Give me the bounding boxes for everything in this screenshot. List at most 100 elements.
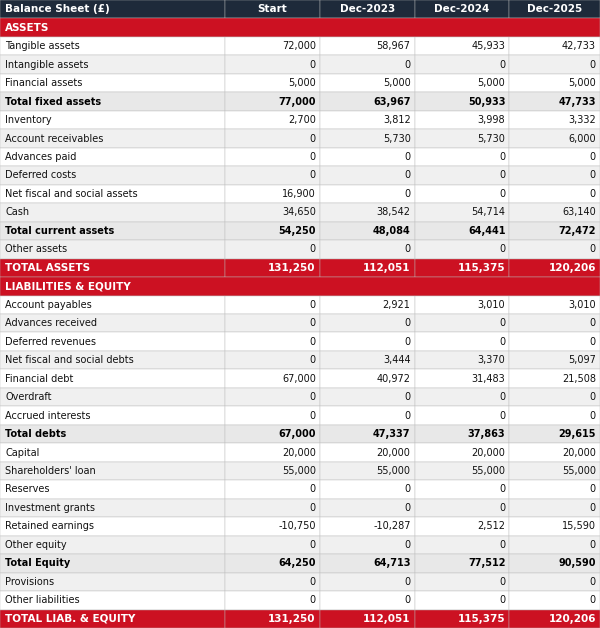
Text: 0: 0 [310, 392, 316, 402]
Text: Financial debt: Financial debt [5, 374, 73, 384]
Text: Dec-2023: Dec-2023 [340, 4, 395, 14]
Bar [509, 591, 600, 610]
Bar [509, 332, 600, 351]
Bar [509, 462, 600, 480]
Bar [320, 573, 415, 591]
Bar [415, 332, 509, 351]
Text: Deferred costs: Deferred costs [5, 170, 76, 180]
Text: 3,332: 3,332 [568, 115, 596, 125]
Text: ASSETS: ASSETS [5, 23, 49, 33]
Bar [415, 74, 509, 92]
Bar [0, 111, 225, 129]
Bar [320, 462, 415, 480]
Text: Advances received: Advances received [5, 318, 97, 328]
Bar [0, 499, 225, 517]
Bar [225, 480, 320, 499]
Bar [509, 203, 600, 222]
Bar [0, 92, 225, 111]
Text: 0: 0 [404, 540, 410, 550]
Text: 0: 0 [404, 244, 410, 254]
Text: 0: 0 [499, 577, 505, 587]
Bar [509, 296, 600, 314]
Text: 0: 0 [404, 337, 410, 347]
Text: Retained earnings: Retained earnings [5, 521, 94, 531]
Text: 0: 0 [590, 595, 596, 605]
Text: 0: 0 [590, 152, 596, 162]
Bar [509, 185, 600, 203]
Text: 0: 0 [590, 170, 596, 180]
Bar [225, 148, 320, 166]
Text: 131,250: 131,250 [268, 614, 316, 624]
Bar [225, 425, 320, 443]
Text: 2,700: 2,700 [288, 115, 316, 125]
Bar [320, 240, 415, 259]
Text: 16,900: 16,900 [282, 189, 316, 199]
Bar [415, 240, 509, 259]
Bar [320, 148, 415, 166]
Bar [225, 203, 320, 222]
Text: 0: 0 [499, 595, 505, 605]
Text: 5,097: 5,097 [568, 355, 596, 365]
Bar [509, 388, 600, 406]
Bar [0, 480, 225, 499]
Bar [415, 185, 509, 203]
Bar [0, 277, 600, 296]
Text: 0: 0 [404, 484, 410, 494]
Text: 67,000: 67,000 [278, 429, 316, 439]
Bar [225, 388, 320, 406]
Bar [225, 92, 320, 111]
Bar [415, 166, 509, 185]
Text: 0: 0 [404, 392, 410, 402]
Bar [225, 332, 320, 351]
Bar [320, 554, 415, 573]
Bar [0, 573, 225, 591]
Text: 115,375: 115,375 [458, 614, 505, 624]
Text: 5,000: 5,000 [288, 78, 316, 88]
Text: 0: 0 [310, 540, 316, 550]
Text: Other liabilities: Other liabilities [5, 595, 80, 605]
Text: 0: 0 [310, 170, 316, 180]
Bar [0, 406, 225, 425]
Bar [0, 591, 225, 610]
Text: LIABILITIES & EQUITY: LIABILITIES & EQUITY [5, 281, 131, 291]
Bar [225, 314, 320, 332]
Text: 3,010: 3,010 [568, 300, 596, 310]
Text: Inventory: Inventory [5, 115, 52, 125]
Bar [509, 536, 600, 554]
Bar [225, 554, 320, 573]
Bar [0, 462, 225, 480]
Text: 55,000: 55,000 [377, 466, 410, 476]
Text: 2,512: 2,512 [478, 521, 505, 531]
Bar [509, 111, 600, 129]
Text: Investment grants: Investment grants [5, 503, 95, 513]
Text: 37,863: 37,863 [468, 429, 505, 439]
Bar [415, 536, 509, 554]
Bar [509, 351, 600, 369]
Bar [225, 222, 320, 240]
Text: 3,998: 3,998 [478, 115, 505, 125]
Bar [0, 18, 600, 37]
Bar [225, 129, 320, 148]
Text: 0: 0 [310, 411, 316, 421]
Text: Tangible assets: Tangible assets [5, 41, 80, 51]
Text: 0: 0 [404, 60, 410, 70]
Bar [415, 259, 509, 277]
Bar [320, 37, 415, 55]
Bar [0, 425, 225, 443]
Bar [225, 610, 320, 628]
Bar [225, 259, 320, 277]
Bar [225, 55, 320, 74]
Text: 5,000: 5,000 [478, 78, 505, 88]
Bar [225, 296, 320, 314]
Text: Account payables: Account payables [5, 300, 92, 310]
Bar [509, 240, 600, 259]
Bar [0, 369, 225, 388]
Bar [415, 111, 509, 129]
Bar [415, 517, 509, 536]
Text: Total debts: Total debts [5, 429, 66, 439]
Bar [225, 166, 320, 185]
Bar [320, 55, 415, 74]
Bar [320, 499, 415, 517]
Bar [320, 0, 415, 18]
Text: 47,733: 47,733 [559, 97, 596, 107]
